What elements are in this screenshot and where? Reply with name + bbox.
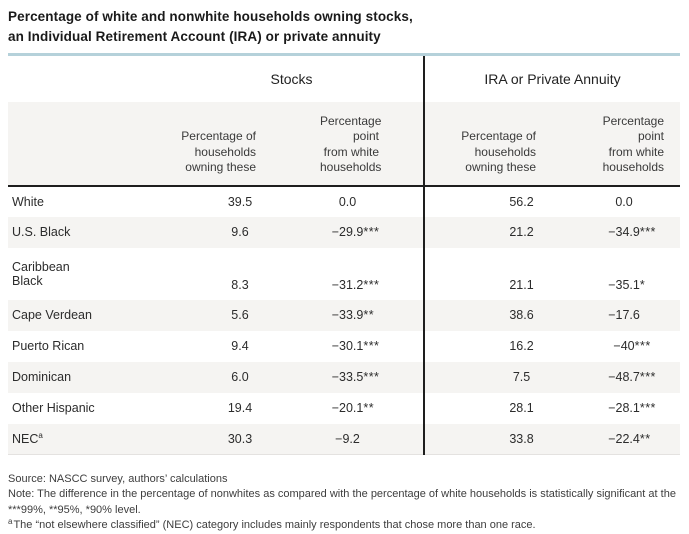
ira-pct-owning-value: 33.8 <box>423 423 561 456</box>
row-label: U.S. Black <box>12 225 71 240</box>
row-label: NECa <box>8 423 160 456</box>
group-header-ira: IRA or Private Annuity <box>423 56 681 103</box>
significance-note: Note: The difference in the percentage o… <box>8 488 676 516</box>
stocks-pct-point-value: −31.2 *** <box>331 277 380 292</box>
table-row-us-black: U.S. Black 9.6 −29.9 *** 21.2 −34.9 *** <box>8 216 681 248</box>
column-header-ira-pct-point: Percentage point from white households <box>560 102 681 187</box>
figure-footer: Source: NASCC survey, authors’ calculati… <box>8 472 680 534</box>
stocks-pct-point-value: 0.0 <box>338 194 357 209</box>
table-row-cape-verdean: Cape Verdean 5.6 −33.9 ** 38.6 −17.6 <box>8 299 681 331</box>
ira-pct-owning-value: 56.2 <box>423 185 561 217</box>
column-header-spacer <box>8 102 160 187</box>
column-header-stocks-pct-point: Percentage point from white households <box>320 102 425 187</box>
stocks-pct-point-value: −33.5 *** <box>331 370 380 385</box>
footnote-marker: a <box>8 516 13 526</box>
ira-pct-point-value: −35.1 * <box>608 277 646 292</box>
ira-pct-point-value: −48.7 *** <box>608 370 656 385</box>
stocks-pct-owning-value: 6.0 <box>231 370 249 385</box>
stocks-pct-owning-value: 30.3 <box>160 423 320 456</box>
footnote-marker: a <box>38 430 43 440</box>
ira-pct-owning-value: 21.1 <box>423 247 561 300</box>
row-label: Other Hispanic <box>12 401 95 416</box>
stocks-pct-point-value: −30.1 *** <box>331 339 380 354</box>
footnote: aThe “not elsewhere classified” (NEC) ca… <box>8 516 536 532</box>
ira-pct-owning-value: 16.2 <box>423 330 561 362</box>
stocks-pct-owning-value: 19.4 <box>227 401 253 416</box>
significance-stars: ** <box>639 431 651 446</box>
significance-stars: *** <box>363 225 380 240</box>
ira-pct-point-value: −40 *** <box>613 339 651 354</box>
data-table: Stocks IRA or Private Annuity Percentage… <box>8 56 681 456</box>
stocks-pct-point-value: −29.9 *** <box>331 225 380 240</box>
group-header-stocks: Stocks <box>160 56 425 103</box>
ira-pct-point-value: −22.4 ** <box>560 423 681 456</box>
row-label: White <box>12 194 44 209</box>
source-note: Source: NASCC survey, authors’ calculati… <box>8 473 228 486</box>
stocks-pct-owning-value: 9.6 <box>231 225 249 240</box>
row-label: Caribbean Black <box>12 259 70 288</box>
significance-stars: *** <box>363 370 380 385</box>
ira-pct-point-value: −34.9 *** <box>608 225 656 240</box>
ira-pct-point-value: 0.0 <box>615 194 633 209</box>
column-header-ira-pct-owning: Percentage of households owning these <box>423 102 561 187</box>
group-header-spacer <box>8 56 160 103</box>
stocks-pct-point-value: −33.9 ** <box>331 308 375 323</box>
significance-stars: ** <box>363 308 375 323</box>
row-label: Cape Verdean <box>12 308 92 323</box>
ira-pct-point-value: −17.6 <box>608 308 640 323</box>
significance-stars: ** <box>363 401 375 416</box>
table-row-puerto-rican: Puerto Rican 9.4 −30.1 *** 16.2 −40 *** <box>8 330 680 362</box>
group-header-row: Stocks IRA or Private Annuity <box>8 56 681 103</box>
significance-stars: *** <box>363 339 380 354</box>
significance-stars: * <box>639 277 646 292</box>
significance-stars: *** <box>639 401 656 416</box>
ira-pct-owning-value: 38.6 <box>423 299 561 331</box>
table-row-dominican: Dominican 6.0 −33.5 *** 7.5 −48.7 *** <box>8 361 681 393</box>
ira-pct-owning-value: 21.2 <box>423 216 561 248</box>
significance-stars: *** <box>634 339 651 354</box>
row-label: Puerto Rican <box>12 339 85 354</box>
table-row-other-hispanic: Other Hispanic 19.4 −20.1 ** 28.1 −28.1 **… <box>8 392 680 424</box>
significance-stars: *** <box>639 225 656 240</box>
column-header-stocks-pct-owning: Percentage of households owning these <box>160 102 320 187</box>
stocks-pct-owning-value: 8.3 <box>231 277 249 292</box>
ira-pct-owning-value: 28.1 <box>423 392 561 424</box>
ira-pct-point-value: −28.1 *** <box>608 401 656 416</box>
stocks-pct-point-value: −20.1 ** <box>331 401 375 416</box>
stocks-pct-owning-value: 5.6 <box>231 308 249 323</box>
stocks-pct-owning-value: 39.5 <box>227 194 253 209</box>
title-rule <box>8 53 680 57</box>
table-row-caribbean-black: Caribbean Black 8.3 −31.2 *** 21.1 −35.1 * <box>8 247 680 300</box>
row-label: Dominican <box>12 370 72 385</box>
figure-title: Percentage of white and nonwhite househo… <box>8 9 413 44</box>
stocks-pct-point-value: −9.2 <box>320 423 425 456</box>
stocks-pct-owning-value: 9.4 <box>231 339 249 354</box>
significance-stars: *** <box>639 370 656 385</box>
table-row-white: White 39.5 0.0 56.2 0.0 <box>8 185 680 217</box>
ira-pct-owning-value: 7.5 <box>423 361 561 393</box>
column-header-row: Percentage of households owning these Pe… <box>8 102 681 187</box>
significance-stars: *** <box>363 277 380 292</box>
table-row-nec: NECa 30.3 −9.2 33.8 −22.4 ** <box>8 423 681 456</box>
